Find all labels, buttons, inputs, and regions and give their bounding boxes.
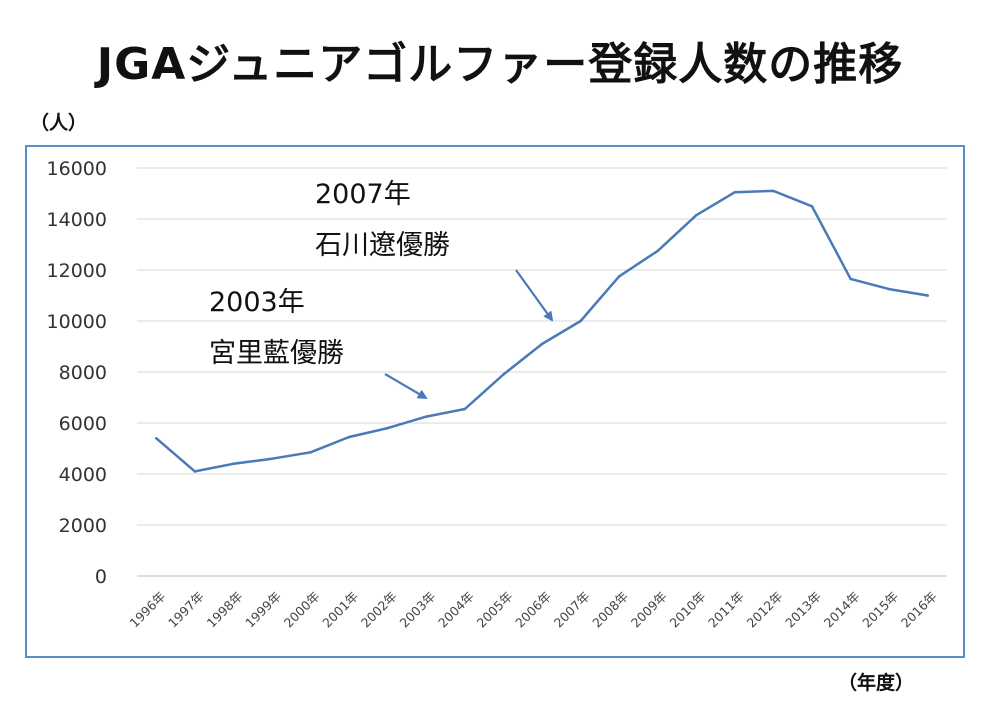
x-tick-label: 2006年 xyxy=(512,589,554,631)
data-point xyxy=(887,287,891,291)
annotation-arrow xyxy=(384,373,428,400)
annotation-arrow xyxy=(515,269,554,322)
x-tick-label: 2015年 xyxy=(859,589,901,631)
data-point xyxy=(733,190,737,194)
series-line xyxy=(155,189,929,473)
data-point xyxy=(154,437,158,440)
x-tick-label: 2016年 xyxy=(898,589,940,631)
y-tick-label: 0 xyxy=(95,566,107,588)
annotation-caption: 石川遼優勝 xyxy=(315,230,450,261)
data-point xyxy=(309,451,312,454)
data-point xyxy=(656,249,660,253)
data-point xyxy=(193,470,197,473)
chart-title: JGAジュニアゴルファー登録人数の推移 xyxy=(96,39,904,90)
data-point xyxy=(694,213,698,217)
x-axis-unit-label: （年度） xyxy=(838,672,915,694)
data-point xyxy=(849,277,852,281)
y-tick-label: 16000 xyxy=(47,158,107,180)
x-tick-label: 2001年 xyxy=(319,589,361,631)
data-point xyxy=(579,319,582,323)
y-tick-label: 10000 xyxy=(47,311,107,333)
x-tick-label: 2009年 xyxy=(628,589,670,631)
data-point xyxy=(617,275,621,278)
y-tick-label: 4000 xyxy=(59,464,107,486)
x-tick-label: 2000年 xyxy=(281,589,323,631)
y-tick-label: 12000 xyxy=(47,260,107,282)
data-point xyxy=(772,189,775,193)
data-point xyxy=(926,294,930,297)
x-tick-label: 2003年 xyxy=(396,589,438,631)
y-axis-unit-label: （人） xyxy=(30,112,88,134)
x-tick-label: 1997年 xyxy=(165,589,207,631)
y-tick-label: 2000 xyxy=(59,515,107,537)
x-tick-label: 2012年 xyxy=(744,589,786,631)
x-tick-label: 2010年 xyxy=(666,589,708,631)
y-tick-label: 8000 xyxy=(59,362,107,384)
x-tick-label: 2004年 xyxy=(435,589,477,631)
x-tick-label: 2013年 xyxy=(782,589,824,631)
x-tick-label: 2007年 xyxy=(551,589,593,631)
data-point xyxy=(270,457,274,461)
data-point xyxy=(502,373,505,376)
y-tick-label: 14000 xyxy=(47,209,107,231)
data-point xyxy=(386,426,390,430)
x-tick-label: 2002年 xyxy=(358,589,400,631)
x-tick-label: 1996年 xyxy=(126,589,168,631)
annotation-year: 2003年 xyxy=(209,287,305,318)
x-tick-label: 1998年 xyxy=(204,589,246,631)
annotation-year: 2007年 xyxy=(315,179,411,210)
data-point xyxy=(347,435,351,439)
x-tick-label: 2011年 xyxy=(705,589,747,631)
chart-frame xyxy=(25,145,965,658)
x-tick-label: 2014年 xyxy=(821,589,863,631)
x-tick-label: 2005年 xyxy=(474,589,516,631)
data-point xyxy=(810,204,814,208)
data-point xyxy=(540,342,544,346)
x-tick-label: 1999年 xyxy=(242,589,284,631)
x-tick-label: 2008年 xyxy=(589,589,631,631)
data-point xyxy=(463,407,467,411)
data-point xyxy=(424,415,428,418)
data-point xyxy=(232,462,235,466)
y-tick-label: 6000 xyxy=(59,413,107,435)
annotation-caption: 宮里藍優勝 xyxy=(209,338,344,369)
